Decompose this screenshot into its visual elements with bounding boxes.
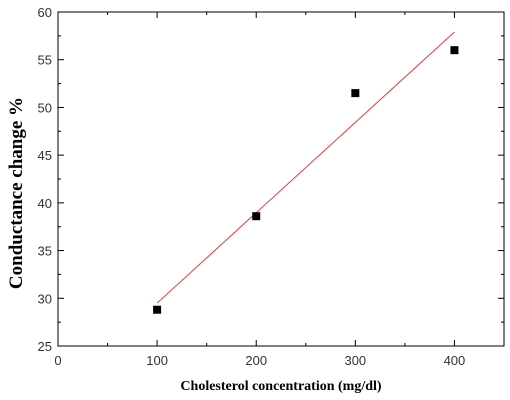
plot-frame bbox=[57, 11, 505, 347]
y-tick-label: 60 bbox=[38, 5, 52, 20]
y-tick-label: 45 bbox=[38, 148, 52, 163]
y-tick-label: 30 bbox=[38, 291, 52, 306]
data-point bbox=[450, 46, 459, 55]
data-point bbox=[252, 212, 261, 221]
x-tick-label: 200 bbox=[245, 353, 267, 368]
ticks-layer bbox=[57, 11, 504, 347]
y-tick-label: 50 bbox=[38, 100, 52, 115]
tick-labels-layer: 0 100 200 300 400 25 30 35 40 45 50 55 60 bbox=[38, 5, 466, 368]
y-tick-label: 25 bbox=[38, 339, 52, 354]
y-axis-title: Conductance change % bbox=[6, 97, 27, 289]
y-tick-label: 55 bbox=[38, 53, 52, 68]
x-tick-label: 100 bbox=[146, 353, 168, 368]
y-tick-label: 35 bbox=[38, 244, 52, 259]
x-axis-title: Cholesterol concentration (mg/dl) bbox=[180, 379, 381, 394]
y-tick-label: 40 bbox=[38, 196, 52, 211]
fit-line-layer bbox=[156, 31, 455, 304]
x-tick-label: 300 bbox=[344, 353, 366, 368]
data-point bbox=[153, 305, 162, 314]
points-layer bbox=[153, 46, 459, 314]
x-tick-label: 400 bbox=[444, 353, 466, 368]
data-point bbox=[351, 89, 360, 98]
x-tick-label: 0 bbox=[54, 353, 61, 368]
linear-fit-line bbox=[156, 31, 455, 304]
